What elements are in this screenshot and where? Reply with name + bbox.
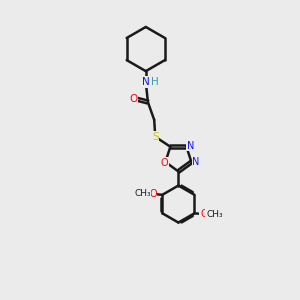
- Text: O: O: [129, 94, 137, 104]
- Text: CH₃: CH₃: [206, 210, 223, 219]
- Text: N: N: [142, 77, 150, 87]
- Text: O: O: [149, 189, 157, 199]
- Text: O: O: [200, 209, 208, 219]
- Text: N: N: [187, 141, 194, 151]
- Text: N: N: [192, 157, 200, 167]
- Text: S: S: [152, 132, 159, 142]
- Text: H: H: [152, 77, 159, 87]
- Text: O: O: [160, 158, 168, 168]
- Text: CH₃: CH₃: [134, 189, 151, 198]
